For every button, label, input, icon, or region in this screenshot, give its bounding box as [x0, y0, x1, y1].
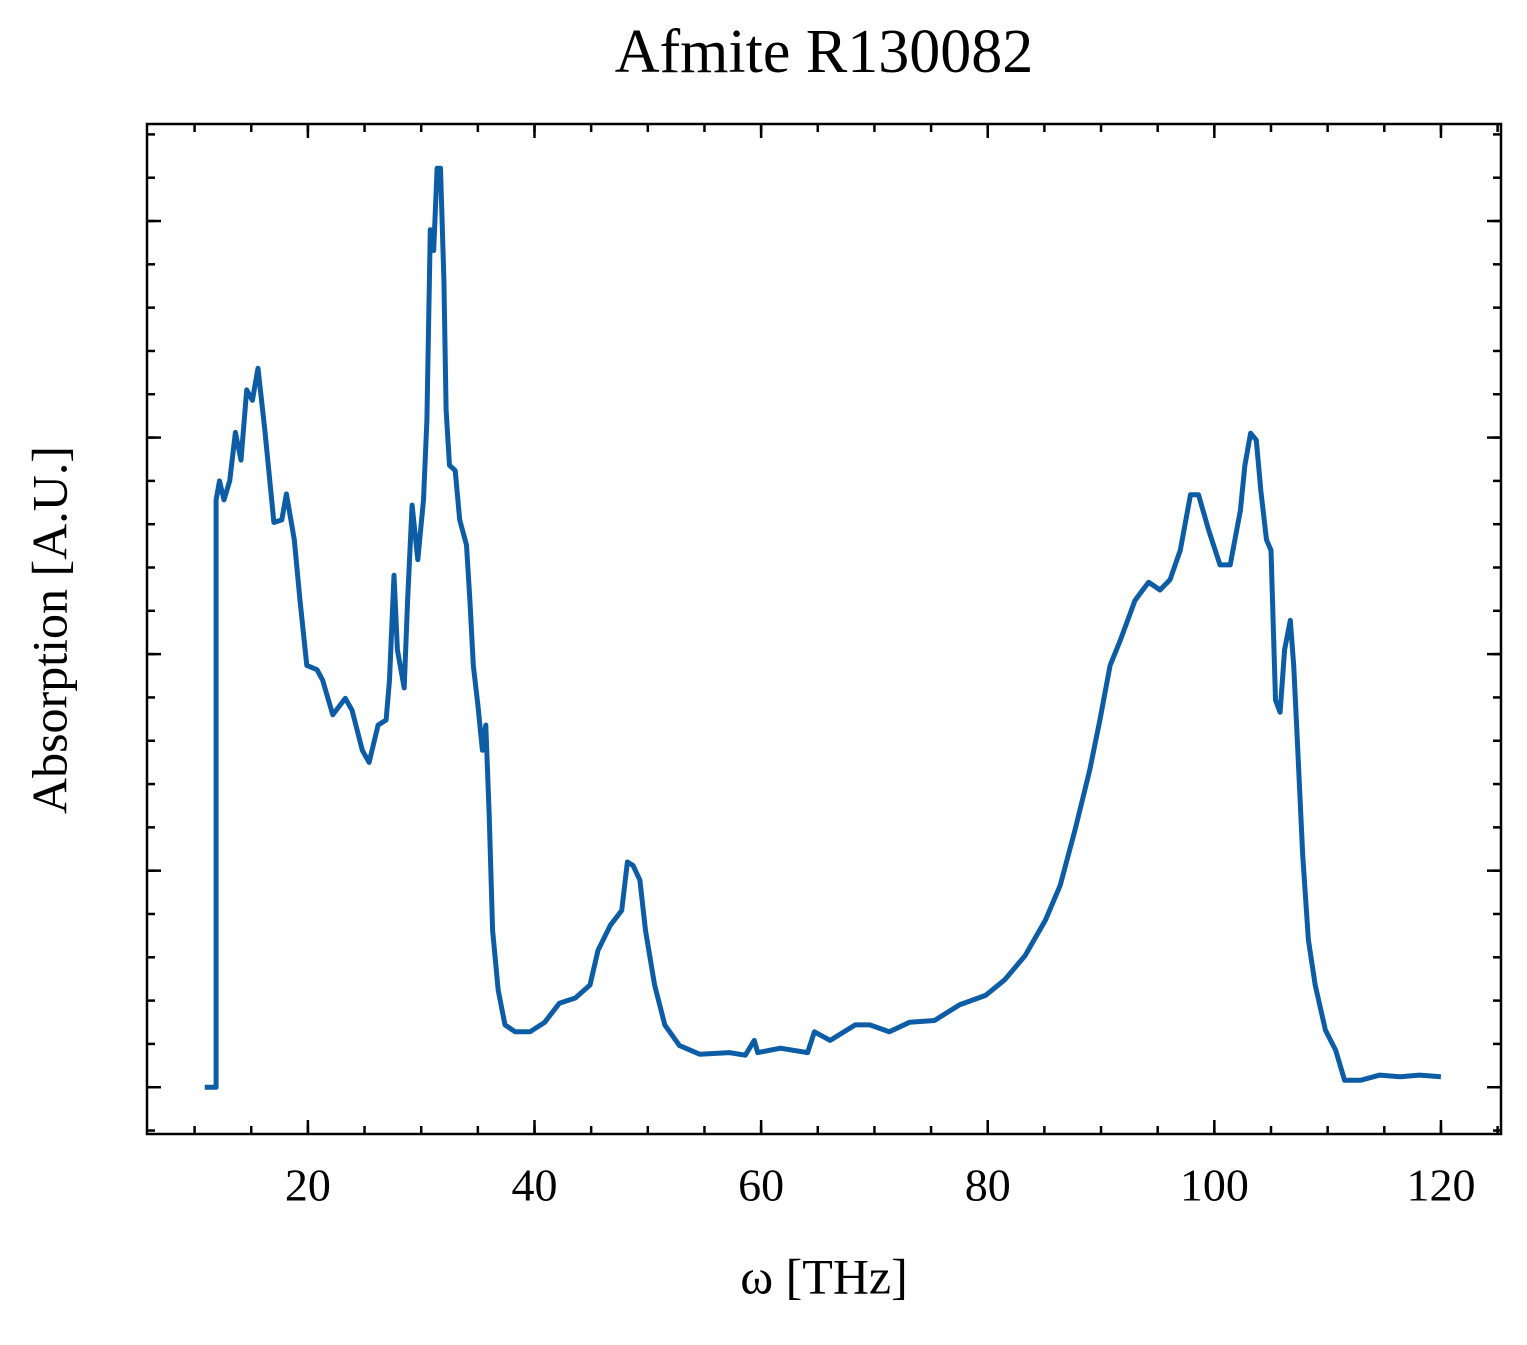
plot-frame	[145, 122, 1503, 1136]
x-tick-label: 80	[965, 1160, 1011, 1211]
y-axis-label: Absorption [A.U.]	[21, 446, 77, 814]
x-tick-label: 120	[1406, 1160, 1475, 1211]
x-tick-label: 100	[1180, 1160, 1249, 1211]
x-tick-label: 20	[285, 1160, 331, 1211]
data-line	[204, 165, 1442, 1090]
x-tick-label: 40	[512, 1160, 558, 1211]
x-tick-label: 60	[738, 1160, 784, 1211]
x-axis-label: ω [THz]	[740, 1248, 908, 1304]
chart-title: Afmite R130082	[615, 18, 1033, 86]
